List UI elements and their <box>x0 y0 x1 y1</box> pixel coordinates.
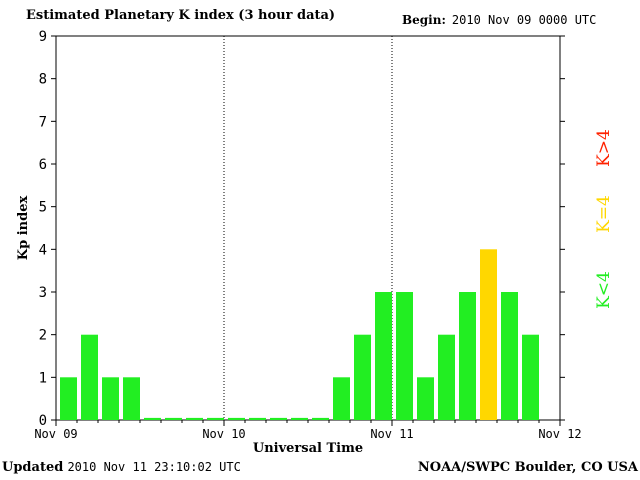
x-axis: Nov 09 Nov 10 Nov 11 Nov 12 <box>34 420 582 441</box>
kp-bar <box>123 377 140 420</box>
y-tick-label: 7 <box>39 114 47 130</box>
updated-value: 2010 Nov 11 23:10:02 UTC <box>67 460 241 474</box>
kp-bar <box>480 249 497 420</box>
kp-bar <box>333 377 350 420</box>
x-axis-label: Universal Time <box>253 441 363 456</box>
y-tick-label: 3 <box>39 285 47 301</box>
legend-low: K<4 <box>594 271 614 309</box>
chart-title: Estimated Planetary K index (3 hour data… <box>26 8 336 23</box>
y-tick-label: 0 <box>39 413 47 429</box>
y-tick-label: 2 <box>39 328 47 344</box>
y-tick-label: 6 <box>39 157 47 173</box>
x-tick-label: Nov 09 <box>34 427 77 441</box>
kp-bar <box>228 417 245 420</box>
y-tick-label: 4 <box>39 242 47 258</box>
y-axis: 0 1 2 3 4 5 6 7 8 9 <box>39 29 565 429</box>
kp-bar <box>522 334 539 420</box>
kp-bar <box>291 417 308 420</box>
y-tick-label: 8 <box>39 72 47 88</box>
credit: NOAA/SWPC Boulder, CO USA <box>417 460 638 475</box>
kp-bar <box>144 417 161 420</box>
begin-label: Begin: <box>402 13 446 27</box>
kp-bar <box>165 417 182 420</box>
day-separators <box>223 36 393 420</box>
x-tick-label: Nov 12 <box>538 427 581 441</box>
kp-bar <box>417 377 434 420</box>
x-tick-label: Nov 11 <box>370 427 413 441</box>
kp-bar <box>207 417 224 420</box>
kp-bar <box>60 377 77 420</box>
begin-info: Begin: 2010 Nov 09 0000 UTC <box>402 13 596 27</box>
kp-bar <box>459 292 476 420</box>
kp-bar <box>396 292 413 420</box>
kp-bar <box>354 334 371 420</box>
y-tick-label: 1 <box>39 370 47 386</box>
y-tick-label: 5 <box>39 200 47 216</box>
legend-equal: K=4 <box>594 195 614 233</box>
kp-bar <box>312 417 329 420</box>
legend-high: K>4 <box>594 129 614 167</box>
x-tick-label: Nov 10 <box>202 427 245 441</box>
kp-bar <box>102 377 119 420</box>
kp-bar <box>438 334 455 420</box>
updated-info: Updated 2010 Nov 11 23:10:02 UTC <box>2 460 241 475</box>
kp-bar <box>375 292 392 420</box>
kp-bar <box>186 417 203 420</box>
kp-bar <box>249 417 266 420</box>
kp-bars <box>60 249 539 420</box>
begin-value: 2010 Nov 09 0000 UTC <box>451 13 597 27</box>
updated-label: Updated <box>2 460 64 475</box>
kp-bar <box>270 417 287 420</box>
y-axis-label: Kp index <box>16 196 31 261</box>
y-tick-label: 9 <box>39 29 47 45</box>
kp-bar <box>81 334 98 420</box>
kp-bar <box>501 292 518 420</box>
